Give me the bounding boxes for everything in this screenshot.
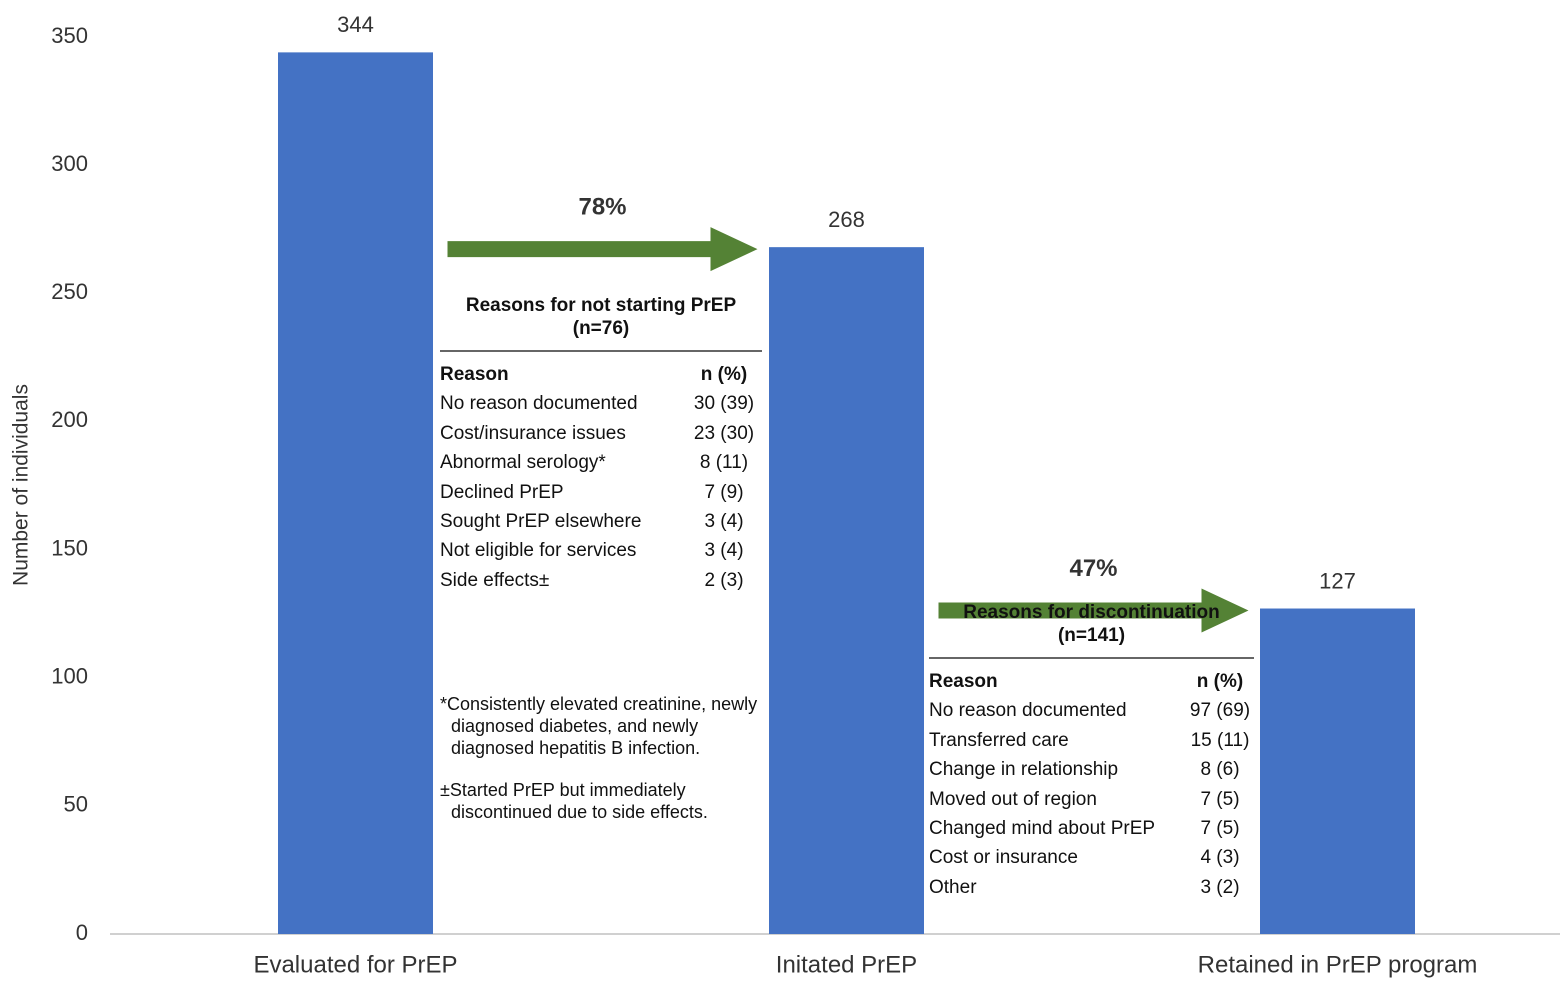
table-cell: 23 (30) — [693, 422, 755, 444]
table-cell: 8 (6) — [1200, 759, 1240, 781]
table-cell: Other — [929, 876, 977, 898]
table-cell: Side effects± — [440, 569, 550, 591]
table-cell: 7 (5) — [1200, 788, 1240, 810]
y-tick-label: 50 — [64, 792, 88, 817]
table-cell: Moved out of region — [929, 788, 1097, 810]
table-cell: n (%) — [1196, 671, 1244, 692]
table-cell: No reason documented — [929, 700, 1127, 722]
table-cell: 3 (2) — [1200, 876, 1240, 898]
table-title: Reasons for not starting PrEP — [465, 295, 737, 316]
table-row: Changed mind about PrEP 7 (5) — [929, 814, 1254, 843]
table-cell: 30 (39) — [693, 393, 755, 415]
table-row: Abnormal serology* 8 (11) — [440, 448, 762, 477]
y-tick-label: 300 — [51, 151, 88, 176]
table-header: Reason n (%) — [929, 667, 1254, 696]
table-row: Moved out of region 7 (5) — [929, 785, 1254, 814]
table-cell: 97 (69) — [1189, 700, 1251, 722]
table-cell: Not eligible for services — [440, 540, 637, 562]
table-row: Cost/insurance issues 23 (30) — [440, 419, 762, 448]
table-cell: 3 (4) — [704, 540, 744, 562]
table-cell: Sought PrEP elsewhere — [440, 510, 642, 532]
y-tick-label: 250 — [51, 279, 88, 304]
table-subtitle: (n=76) — [572, 318, 630, 339]
table-title: Reasons for discontinuation — [963, 602, 1220, 623]
reasons-table: Reasons for discontinuation (n=141) Reason… — [929, 601, 1254, 902]
table-cell: Changed mind about PrEP — [929, 817, 1156, 839]
y-tick-label: 100 — [51, 664, 88, 689]
table-row: Other 3 (2) — [929, 873, 1254, 902]
spacer — [440, 595, 762, 693]
table-cell: Change in relationship — [929, 759, 1119, 781]
y-axis-label: Number of individuals — [10, 384, 33, 586]
table-cell: 2 (3) — [704, 569, 744, 591]
y-tick-label: 0 — [76, 920, 88, 945]
table-cell: 8 (11) — [699, 452, 749, 474]
y-tick-label: 200 — [51, 407, 88, 432]
table-subtitle: (n=141) — [1057, 625, 1126, 646]
arrow-label: 47% — [1069, 555, 1117, 582]
y-tick-label: 350 — [51, 23, 88, 48]
reasons-table: Reasons for not starting PrEP (n=76) Reaso… — [440, 294, 762, 843]
table-rule — [440, 350, 762, 352]
arrow — [938, 588, 1249, 633]
table-row: No reason documented 97 (69) — [929, 696, 1254, 725]
table-cell: 7 (5) — [1200, 817, 1240, 839]
table-cell: 3 (4) — [704, 510, 744, 532]
table-row: Change in relationship 8 (6) — [929, 755, 1254, 784]
table-row: Cost or insurance 4 (3) — [929, 843, 1254, 872]
arrow — [447, 227, 758, 272]
table-cell: Abnormal serology* — [440, 452, 606, 474]
table-row: Declined PrEP 7 (9) — [440, 478, 762, 507]
table-cell: Cost/insurance issues — [440, 422, 626, 444]
footnote: *Consistently elevated creatinine, newly… — [440, 694, 758, 759]
value-label: 344 — [337, 12, 374, 37]
table-cell: Reason — [440, 364, 509, 385]
table-cell: Cost or insurance — [929, 847, 1078, 869]
table-cell: Transferred care — [929, 729, 1069, 751]
x-tick-label: Initated PrEP — [776, 951, 917, 978]
bar — [278, 52, 433, 935]
y-tick-label: 150 — [51, 535, 88, 560]
value-label: 268 — [828, 207, 865, 232]
x-tick-label: Retained in PrEP program — [1198, 951, 1478, 978]
table-row: Not eligible for services 3 (4) — [440, 536, 762, 565]
table-row: Side effects± 2 (3) — [440, 566, 762, 595]
table-cell: No reason documented — [440, 393, 638, 415]
table-cell: 7 (9) — [704, 481, 744, 503]
table-row: Transferred care 15 (11) — [929, 726, 1254, 755]
table-row: Sought PrEP elsewhere 3 (4) — [440, 507, 762, 536]
table-cell: Declined PrEP — [440, 481, 564, 503]
bar — [769, 247, 924, 934]
table-cell: Reason — [929, 671, 998, 692]
arrow-label: 78% — [578, 193, 626, 220]
table-header: Reason n (%) — [440, 360, 762, 389]
table-rule — [929, 657, 1254, 659]
table-cell: 4 (3) — [1200, 847, 1240, 869]
footnote: ±Started PrEP but immediately discontinu… — [440, 780, 708, 823]
table-row: No reason documented 30 (39) — [440, 389, 762, 418]
bar — [1260, 608, 1415, 934]
table-cell: 15 (11) — [1190, 729, 1250, 751]
x-tick-label: Evaluated for PrEP — [253, 951, 457, 978]
value-label: 127 — [1319, 568, 1356, 593]
table-cell: n (%) — [700, 364, 748, 385]
